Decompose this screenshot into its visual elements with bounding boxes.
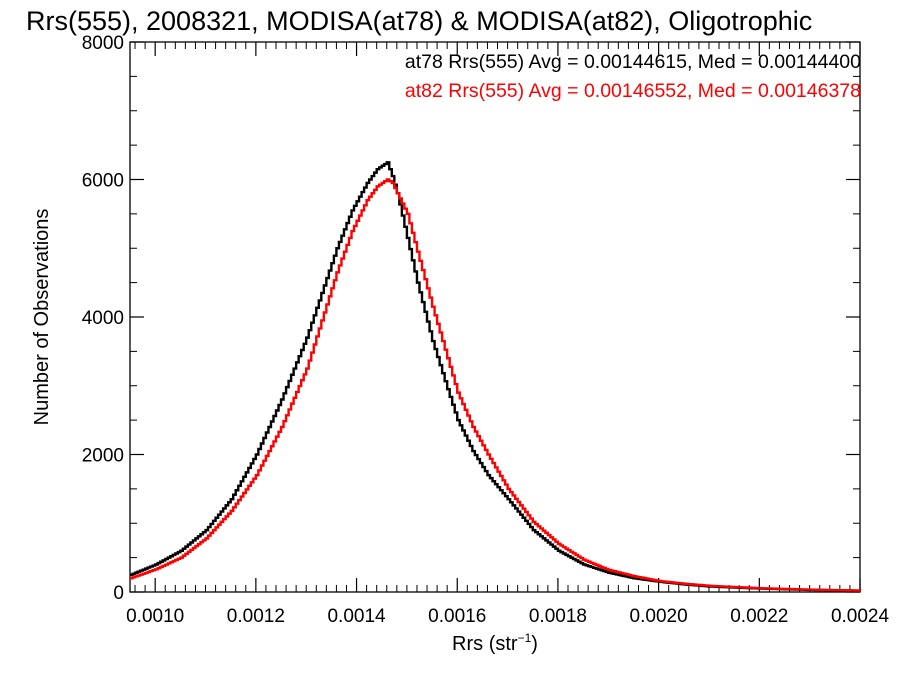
y-tick-label: 0 xyxy=(113,583,124,604)
series-line-at82 xyxy=(130,178,862,592)
chart-title: Rrs(555), 2008321, MODISA(at78) & MODISA… xyxy=(26,6,812,36)
series-group xyxy=(130,161,862,592)
x-axis-label-main: Rrs (str xyxy=(452,633,518,655)
y-tick-label: 6000 xyxy=(82,171,124,192)
y-tick-label: 8000 xyxy=(82,33,124,54)
x-axis-label-sup: −1 xyxy=(518,631,532,645)
annotation-at82: at82 Rrs(555) Avg = 0.00146552, Med = 0.… xyxy=(405,80,861,102)
x-tick-label: 0.0018 xyxy=(529,606,587,627)
y-tick-label: 4000 xyxy=(82,308,124,329)
x-tick-label: 0.0024 xyxy=(831,606,890,627)
x-tick-label: 0.0012 xyxy=(227,606,285,627)
series-line-at78 xyxy=(130,161,862,592)
x-axis-label-suffix: ) xyxy=(531,633,538,655)
x-tick-label: 0.0014 xyxy=(327,606,386,627)
y-axis-label: Number of Observations xyxy=(31,209,53,426)
annotation-at78: at78 Rrs(555) Avg = 0.00144615, Med = 0.… xyxy=(405,51,861,73)
x-tick-label: 0.0010 xyxy=(126,606,184,627)
y-tick-label: 2000 xyxy=(82,446,124,467)
x-axis-label: Rrs (str−1) xyxy=(452,631,538,655)
x-tick-label: 0.0022 xyxy=(730,606,788,627)
x-tick-label: 0.0020 xyxy=(630,606,688,627)
plot-frame xyxy=(129,41,861,593)
x-tick-label: 0.0016 xyxy=(428,606,486,627)
axes: 0.0010 0.0012 0.0014 0.0016 0.0018 0.0020 0.00… xyxy=(82,33,890,627)
